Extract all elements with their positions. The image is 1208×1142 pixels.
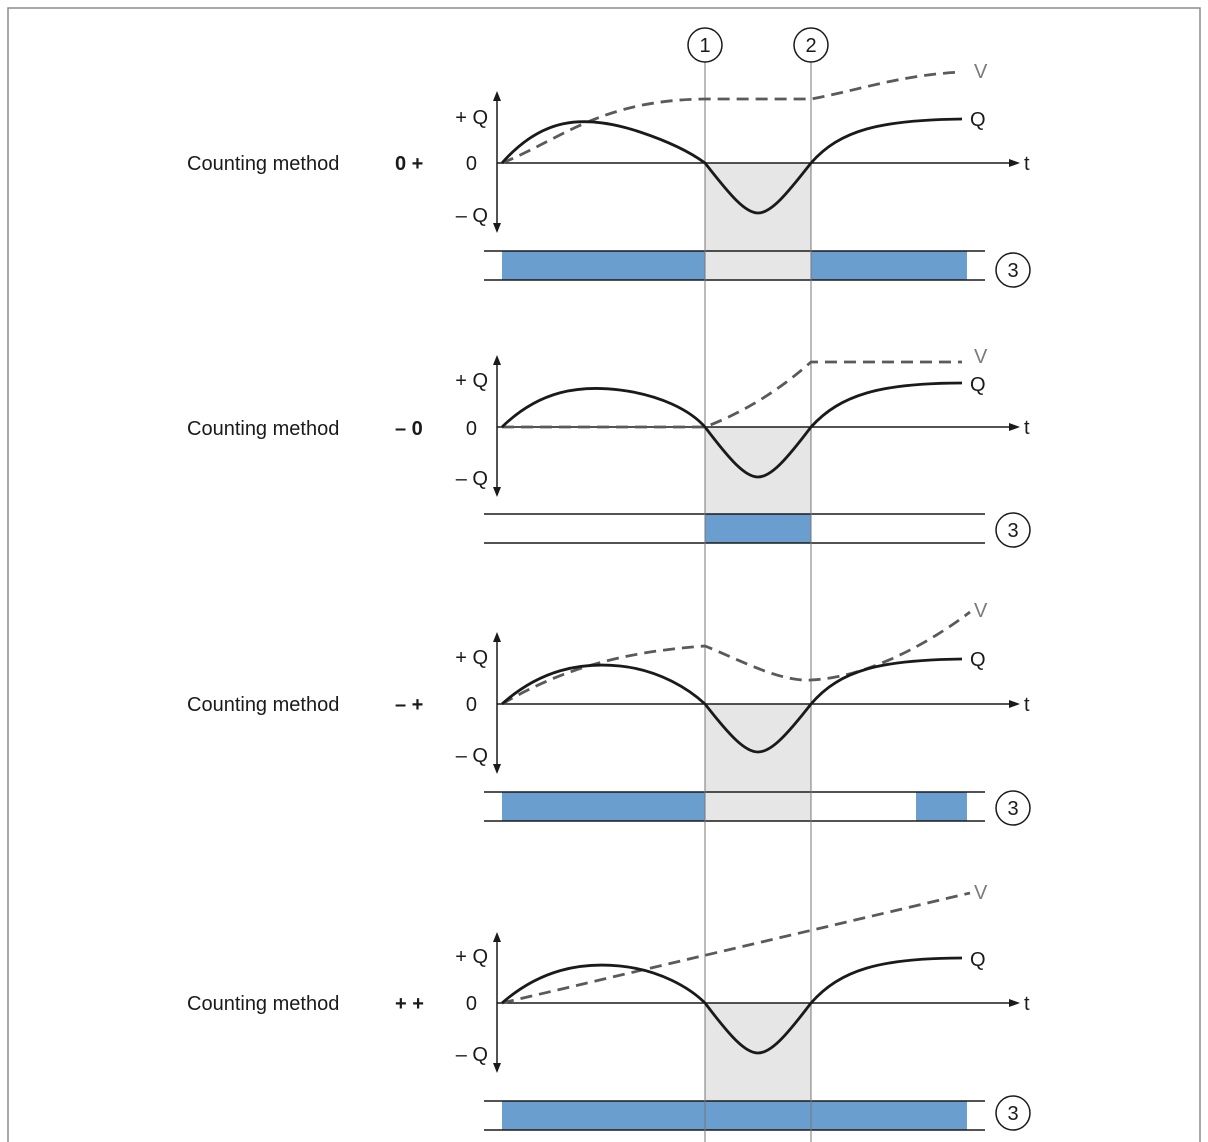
t-label: t [1024, 153, 1030, 175]
v-label: V [974, 61, 988, 83]
output-bar [502, 792, 705, 821]
v-label: V [974, 346, 988, 368]
zero-label: 0 [466, 418, 477, 440]
q-label: Q [970, 109, 986, 131]
panel-method: – 0 [395, 418, 423, 440]
panel-counting-0-plus: Counting method 0 + + Q 0 – Q t V Q 3 [187, 61, 1031, 288]
marker-3-number: 3 [1007, 260, 1018, 282]
v-label: V [974, 882, 988, 904]
t-label: t [1024, 993, 1030, 1015]
plus-q-label: + Q [455, 107, 488, 129]
plus-q-label: + Q [455, 370, 488, 392]
negative-interval-shade-3 [705, 704, 811, 821]
v-label: V [974, 600, 988, 622]
zero-label: 0 [466, 993, 477, 1015]
marker-2-number: 2 [805, 35, 816, 57]
v-curve [501, 891, 971, 1005]
panel-label: Counting method [187, 153, 339, 175]
plus-q-label: + Q [455, 946, 488, 968]
q-axis-arrow-down [493, 223, 501, 233]
panel-counting-plus-plus: Counting method + + + Q 0 – Q t V Q 3 [187, 882, 1031, 1131]
t-label: t [1024, 694, 1030, 716]
marker-1-circle [687, 27, 723, 63]
output-bar [811, 251, 967, 280]
q-axis-arrow-up [493, 91, 501, 101]
q-curve [500, 117, 963, 215]
panel-counting-minus-0: Counting method – 0 + Q 0 – Q t V Q 3 [187, 346, 1031, 548]
marker-3-circle [995, 252, 1031, 288]
q-curve [501, 657, 963, 754]
t-axis-arrow [1009, 999, 1020, 1007]
q-axis-arrow-down [493, 764, 501, 774]
output-bar [502, 251, 705, 280]
marker-1-number: 1 [699, 35, 710, 57]
bar-tracks [484, 250, 985, 1131]
panel-method: 0 + [395, 153, 423, 175]
q-label: Q [970, 649, 986, 671]
marker-3-circle [995, 790, 1031, 826]
zero-label: 0 [466, 153, 477, 175]
minus-q-label: – Q [456, 745, 488, 767]
marker-3-circle [995, 512, 1031, 548]
v-curve [501, 610, 971, 706]
marker-2-circle [793, 27, 829, 63]
t-axis-arrow [1009, 423, 1020, 431]
marker-3-circle [995, 1095, 1031, 1131]
v-curve [502, 360, 962, 429]
panel-method: + + [395, 993, 424, 1015]
q-axis-arrow-up [493, 932, 501, 942]
output-bar [916, 792, 967, 821]
q-axis-arrow-up [493, 355, 501, 365]
panel-label: Counting method [187, 418, 339, 440]
q-curve [501, 381, 963, 479]
q-axis-arrow-down [493, 1063, 501, 1073]
t-label: t [1024, 417, 1030, 439]
marker-3-number: 3 [1007, 520, 1018, 542]
marker-3-number: 3 [1007, 1103, 1018, 1125]
panel-label: Counting method [187, 694, 339, 716]
diagram-frame [7, 7, 1201, 1142]
plus-q-label: + Q [455, 647, 488, 669]
minus-q-label: – Q [456, 468, 488, 490]
output-bar [502, 1101, 967, 1130]
panel-label: Counting method [187, 993, 339, 1015]
v-curve [501, 70, 963, 165]
q-axis-arrow-up [493, 632, 501, 642]
marker-3-number: 3 [1007, 798, 1018, 820]
q-axis-arrow-down [493, 487, 501, 497]
q-curve [501, 956, 963, 1055]
t-axis-arrow [1009, 700, 1020, 708]
output-bar [705, 514, 811, 543]
panel-counting-minus-plus: Counting method – + + Q 0 – Q t V Q 3 [187, 600, 1031, 826]
q-label: Q [970, 374, 986, 396]
minus-q-label: – Q [456, 1044, 488, 1066]
negative-interval-shade-1 [705, 163, 811, 280]
minus-q-label: – Q [456, 205, 488, 227]
t-axis-arrow [1009, 159, 1020, 167]
q-label: Q [970, 949, 986, 971]
zero-label: 0 [466, 694, 477, 716]
panel-method: – + [395, 694, 423, 716]
